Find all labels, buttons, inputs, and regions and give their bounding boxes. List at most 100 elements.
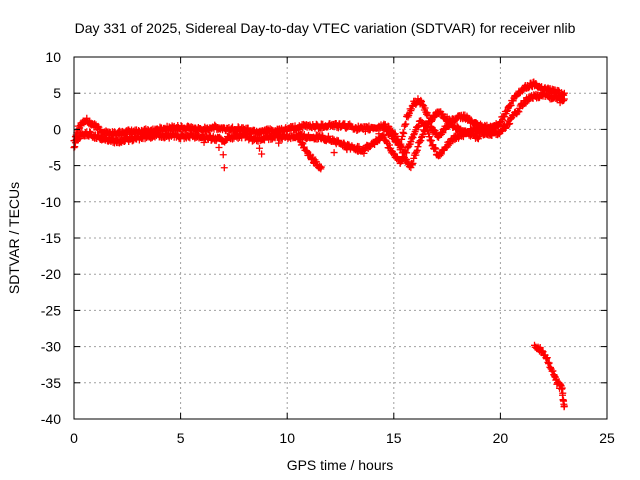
- chart-title: Day 331 of 2025, Sidereal Day-to-day VTE…: [75, 20, 576, 36]
- data-point: [549, 367, 557, 375]
- data-point: [431, 112, 439, 120]
- data-point: [501, 124, 509, 132]
- data-point: [299, 140, 307, 148]
- y-tick-label: 0: [53, 121, 61, 137]
- data-point: [216, 133, 224, 141]
- data-point: [560, 96, 568, 104]
- data-point: [215, 144, 223, 151]
- data-point: [506, 120, 514, 128]
- data-point: [394, 135, 402, 143]
- data-point: [303, 148, 311, 156]
- data-point: [427, 137, 435, 145]
- series-track-d: [379, 108, 483, 172]
- data-point: [75, 125, 83, 133]
- data-point: [402, 120, 410, 128]
- data-point: [393, 136, 401, 144]
- y-tick-label: -10: [41, 194, 61, 210]
- y-tick-label: 5: [53, 85, 61, 101]
- data-point: [560, 95, 568, 103]
- data-point: [559, 90, 567, 98]
- data-point: [451, 136, 459, 144]
- data-point: [330, 149, 338, 157]
- data-point: [371, 141, 379, 149]
- data-point: [354, 147, 362, 155]
- data-point: [386, 141, 394, 149]
- data-point: [297, 135, 305, 143]
- data-point: [396, 159, 404, 167]
- data-point: [243, 130, 251, 138]
- data-point: [417, 96, 425, 104]
- data-point: [472, 119, 480, 127]
- y-tick-label: -25: [41, 302, 61, 318]
- data-point: [398, 143, 406, 151]
- data-point: [414, 143, 422, 151]
- data-point: [71, 143, 79, 151]
- data-point: [505, 120, 513, 128]
- data-point: [275, 139, 283, 147]
- data-point: [497, 118, 505, 126]
- x-tick-label: 0: [70, 430, 78, 446]
- data-point: [422, 110, 430, 118]
- data-point: [343, 146, 351, 154]
- grid-layer: [74, 57, 607, 419]
- data-point: [421, 104, 429, 112]
- data-point: [219, 151, 227, 159]
- data-point: [501, 113, 509, 121]
- data-point: [407, 164, 415, 172]
- data-point: [409, 159, 417, 167]
- data-point: [220, 164, 228, 172]
- data-point: [422, 124, 430, 132]
- data-point: [503, 107, 511, 115]
- data-point: [410, 131, 418, 139]
- axis-ticks: [73, 56, 608, 420]
- data-point: [418, 133, 426, 141]
- data-point: [538, 347, 546, 355]
- data-point: [298, 139, 306, 147]
- y-tick-label: 10: [45, 49, 61, 65]
- data-point: [258, 150, 266, 158]
- data-point: [400, 129, 408, 137]
- data-point: [425, 133, 433, 141]
- data-point: [408, 105, 416, 113]
- data-point: [417, 137, 425, 145]
- data-point: [484, 129, 492, 137]
- y-tick-label: -35: [41, 375, 61, 391]
- data-point: [300, 130, 308, 138]
- data-point: [543, 355, 551, 363]
- data-point: [414, 123, 422, 131]
- data-point: [403, 156, 411, 164]
- series-track-b: [70, 89, 568, 166]
- data-point: [302, 147, 310, 155]
- y-axis-label: SDTVAR / TECUs: [6, 182, 22, 294]
- data-point: [389, 149, 397, 157]
- data-point: [312, 158, 320, 166]
- data-point: [255, 144, 263, 152]
- data-point: [413, 146, 421, 154]
- y-tick-label: -15: [41, 230, 61, 246]
- data-point: [412, 151, 420, 159]
- data-point: [418, 100, 426, 108]
- data-points: [70, 78, 568, 411]
- data-point: [398, 133, 406, 141]
- data-point: [360, 149, 368, 157]
- data-point: [475, 133, 483, 141]
- data-point: [427, 117, 435, 125]
- x-tick-label: 10: [279, 430, 295, 446]
- data-point: [515, 108, 523, 116]
- data-point: [375, 130, 383, 138]
- data-point: [380, 131, 388, 139]
- y-tick-label: -20: [41, 266, 61, 282]
- data-point: [559, 389, 567, 397]
- data-point: [200, 138, 208, 146]
- data-point: [273, 129, 281, 137]
- series-track-c: [294, 135, 325, 173]
- data-point: [432, 145, 440, 153]
- data-point: [300, 143, 308, 151]
- y-tick-label: -5: [49, 158, 62, 174]
- y-tick-label: -40: [41, 411, 61, 427]
- data-point: [431, 144, 439, 152]
- data-point: [408, 161, 416, 169]
- data-point: [560, 402, 568, 410]
- data-point: [400, 148, 408, 156]
- x-tick-label: 5: [177, 430, 185, 446]
